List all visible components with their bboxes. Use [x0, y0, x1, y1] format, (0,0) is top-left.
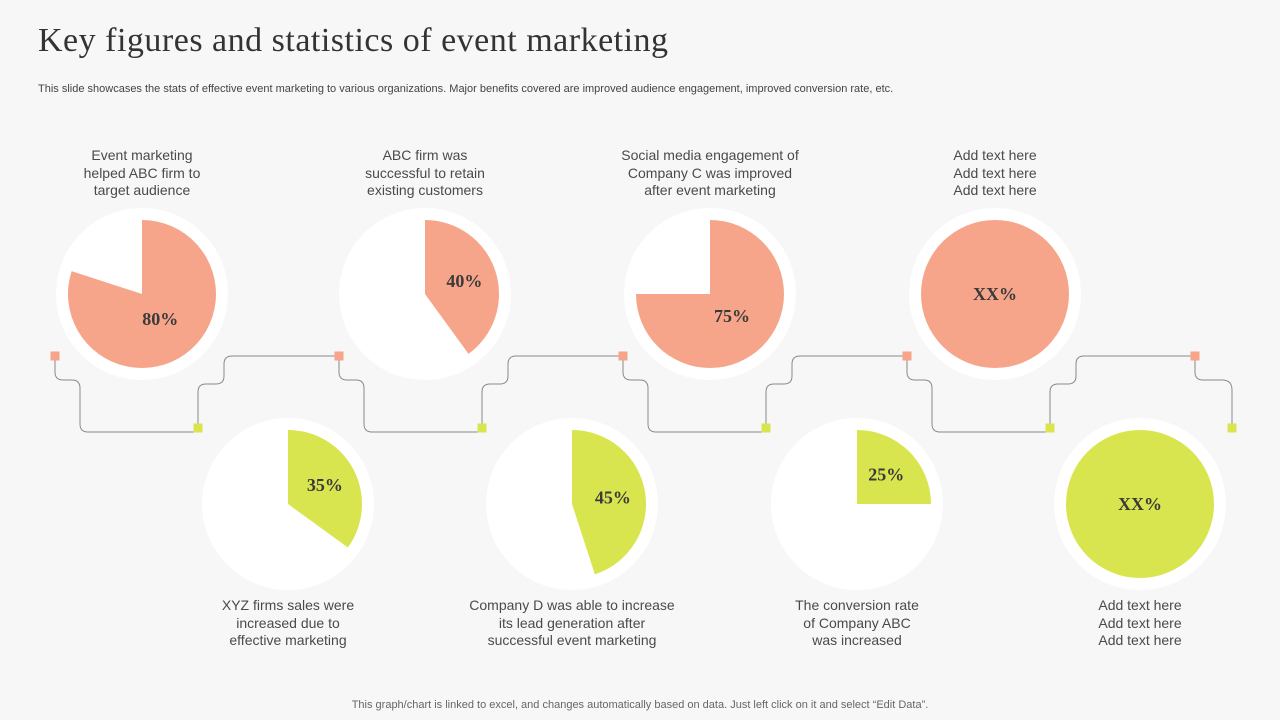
- caption-line: successful to retain: [365, 164, 485, 181]
- pie-6: 25%: [771, 418, 943, 590]
- caption-line: was increased: [812, 632, 902, 648]
- caption-line: Add text here: [1098, 614, 1182, 631]
- pie-7: XX%: [909, 208, 1081, 380]
- caption-line: Add text here: [1098, 597, 1182, 613]
- page-title: Key figures and statistics of event mark…: [38, 22, 669, 59]
- caption-line: helped ABC firm to: [83, 164, 201, 181]
- caption-line: its lead generation after: [498, 614, 646, 631]
- connector-node: [618, 351, 628, 361]
- pie-caption: XYZ firms sales were increased due to effe…: [168, 597, 408, 650]
- connector-line: [197, 355, 339, 428]
- connector-node: [1227, 423, 1237, 433]
- pie-value-label: XX%: [1118, 494, 1162, 514]
- caption-line: Company D was able to increase: [469, 597, 675, 613]
- caption-line: Social media engagement of: [621, 147, 799, 163]
- caption-line: successful event marketing: [487, 632, 657, 648]
- pie-slice: [636, 220, 784, 368]
- connector-node: [477, 423, 487, 433]
- caption-line: Company C was improved: [627, 164, 793, 181]
- pie-slice: [425, 219, 500, 354]
- caption-line: The conversion rate: [795, 597, 919, 613]
- connector-node: [334, 351, 344, 361]
- pie-3: 40%: [339, 208, 511, 380]
- pie-slice: [1066, 430, 1214, 578]
- caption-line: Add text here: [1098, 632, 1182, 648]
- pie-slice: [857, 430, 931, 504]
- caption-line: Add text here: [953, 164, 1037, 181]
- connector-line: [54, 356, 198, 433]
- pie-slice: [67, 220, 216, 369]
- pie-caption: Event marketing helped ABC firm to target …: [22, 147, 262, 200]
- connector-node: [761, 423, 771, 433]
- pie-value-label: 40%: [446, 271, 482, 291]
- caption-line: increased due to: [236, 614, 340, 631]
- caption-line: Add text here: [953, 182, 1037, 198]
- pie-value-label: XX%: [973, 284, 1017, 304]
- pie-value-label: 35%: [307, 475, 343, 495]
- connector-line: [765, 355, 907, 428]
- connector-node: [902, 351, 912, 361]
- connector-node: [1045, 423, 1055, 433]
- connector-node: [50, 351, 60, 361]
- pie-slice: [921, 220, 1069, 368]
- pie-caption: Add text here Add text here Add text here: [1020, 597, 1260, 650]
- caption-line: effective marketing: [229, 632, 347, 648]
- pie-5: 75%: [624, 208, 796, 380]
- footer-note: This graph/chart is linked to excel, and…: [351, 699, 929, 711]
- pie-slice: [572, 430, 647, 575]
- connector-line: [622, 356, 766, 433]
- caption-line: after event marketing: [644, 182, 776, 198]
- connector-line: [338, 356, 482, 433]
- connector-node: [193, 423, 203, 433]
- pie-caption: Add text here Add text here Add text here: [875, 147, 1115, 200]
- pie-caption: Company D was able to increase its lead g…: [452, 597, 692, 650]
- connector-node: [1190, 351, 1200, 361]
- caption-line: Event marketing: [91, 147, 193, 163]
- pie-slice: [288, 430, 363, 548]
- caption-line: ABC firm was: [382, 147, 468, 163]
- caption-line: Add text here: [953, 147, 1037, 163]
- pie-caption: The conversion rate of Company ABC was inc…: [737, 597, 977, 650]
- pie-8: XX%: [1054, 418, 1226, 590]
- connector-line: [481, 355, 623, 428]
- pie-caption: ABC firm was successful to retain existing…: [305, 147, 545, 200]
- connector-line: [1194, 356, 1233, 428]
- pie-value-label: 25%: [868, 465, 904, 485]
- page-subtitle: This slide showcases the stats of effect…: [38, 83, 894, 95]
- pie-1: 80%: [56, 208, 228, 380]
- pie-value-label: 45%: [595, 488, 631, 508]
- connector-line: [906, 356, 1050, 433]
- pie-value-label: 75%: [714, 306, 750, 326]
- caption-line: XYZ firms sales were: [221, 597, 355, 613]
- pie-caption: Social media engagement of Company C was …: [590, 147, 830, 200]
- pie-value-label: 80%: [142, 309, 178, 329]
- caption-line: existing customers: [367, 182, 483, 198]
- connector-line: [1049, 355, 1195, 428]
- caption-line: of Company ABC: [803, 614, 911, 631]
- caption-line: target audience: [93, 182, 191, 198]
- pie-2: 35%: [202, 418, 374, 590]
- pie-4: 45%: [486, 418, 658, 590]
